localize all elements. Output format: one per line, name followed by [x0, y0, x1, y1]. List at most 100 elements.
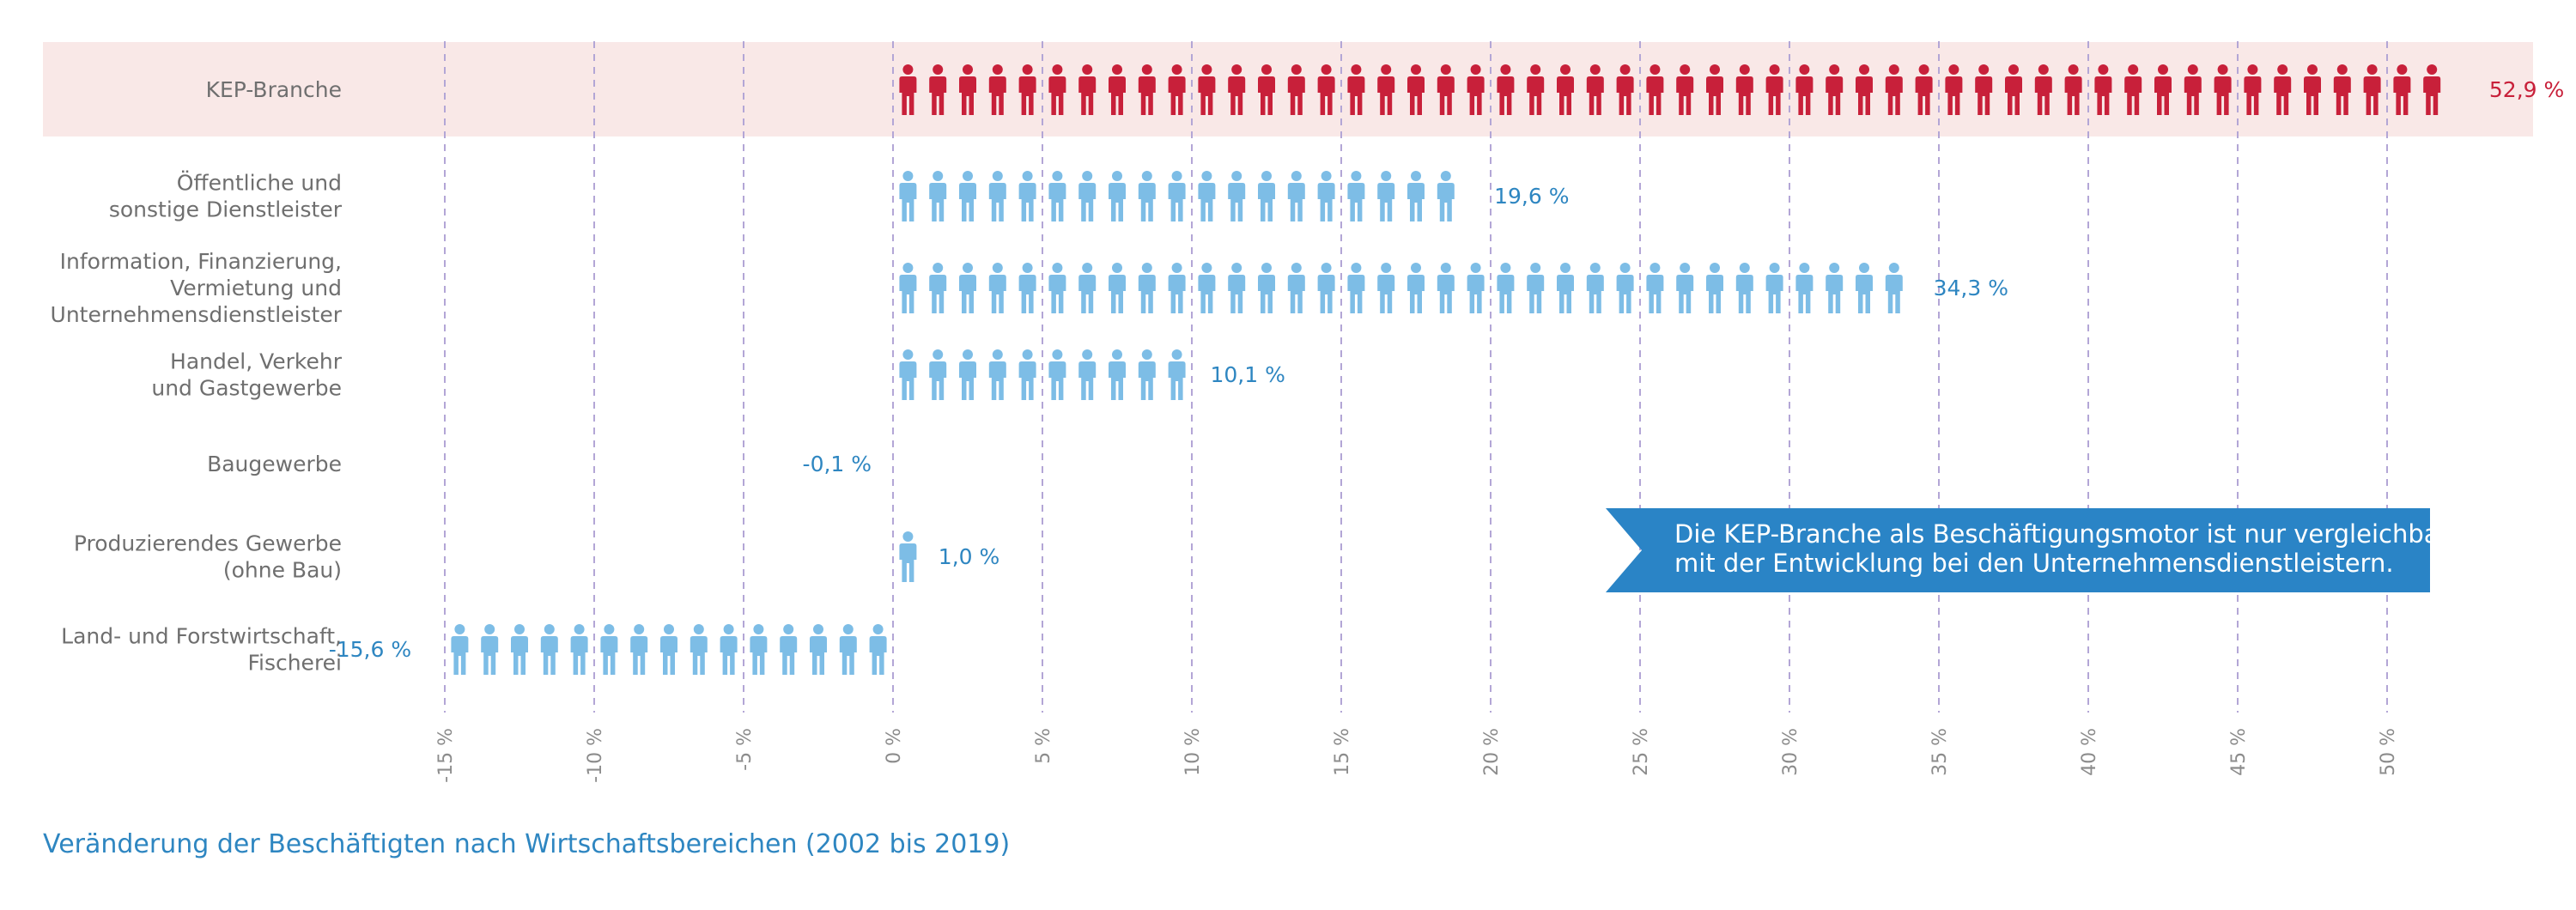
person-icon [1258, 171, 1275, 221]
person-icon [959, 171, 976, 221]
person-icon [1437, 171, 1455, 221]
person-icon [1347, 171, 1365, 221]
callout-text: mit der Entwicklung bei den Unternehmens… [1674, 549, 2394, 578]
person-icon [1856, 263, 1873, 313]
person-icon [1377, 171, 1395, 221]
person-icon [630, 624, 648, 675]
category-label: Land- und Forstwirtschaft, [61, 624, 342, 649]
x-tick-label: 25 % [1631, 728, 1652, 776]
person-icon [1706, 263, 1723, 313]
person-icon [1048, 263, 1066, 313]
person-icon [1586, 263, 1604, 313]
value-label: 52,9 % [2489, 77, 2564, 102]
person-icon [600, 624, 618, 675]
x-tick-label: 45 % [2228, 728, 2250, 776]
person-icon [1018, 263, 1036, 313]
person-icon [1168, 349, 1186, 400]
person-icon [899, 349, 917, 400]
x-tick-label: 5 % [1033, 728, 1054, 764]
x-tick-label: 20 % [1481, 728, 1503, 776]
person-icon [988, 263, 1006, 313]
person-icon [1018, 171, 1036, 221]
person-icon [1347, 263, 1365, 313]
person-icon [899, 263, 917, 313]
person-icon [1109, 171, 1126, 221]
person-icon [1735, 263, 1753, 313]
category-label: (ohne Bau) [223, 558, 342, 583]
callout-text: Die KEP-Branche als Beschäftigungsmotor … [1674, 519, 2450, 549]
person-icon [1109, 349, 1126, 400]
person-icon [720, 624, 738, 675]
person-icon [899, 171, 917, 221]
person-icon [428, 624, 439, 675]
category-label: Information, Finanzierung, [60, 249, 342, 274]
x-tick-label: 35 % [1929, 728, 1951, 776]
person-icon [1168, 263, 1186, 313]
person-icon [1228, 171, 1246, 221]
x-tick-label: 0 % [884, 728, 905, 764]
person-icon [1467, 171, 1478, 221]
person-icon [1795, 263, 1814, 313]
x-tick-label: 30 % [1780, 728, 1801, 776]
person-icon [1258, 263, 1275, 313]
person-icon [1317, 171, 1335, 221]
person-icon [660, 624, 677, 675]
x-tick-label: -10 % [585, 728, 606, 783]
bar-3 [899, 349, 1200, 400]
person-icon [750, 624, 768, 675]
person-icon [1437, 263, 1455, 313]
person-icon [690, 624, 708, 675]
person-icon [1138, 263, 1156, 313]
category-label: Vermietung und [170, 276, 342, 300]
person-icon [1078, 349, 1097, 400]
person-icon [929, 171, 947, 221]
person-icon [869, 624, 887, 675]
person-icon [481, 624, 499, 675]
person-icon [1078, 171, 1097, 221]
person-icon [1048, 171, 1066, 221]
person-icon [1407, 171, 1425, 221]
person-icon [929, 349, 947, 400]
person-icon [1198, 171, 1216, 221]
person-icon [1317, 263, 1335, 313]
chart-title: Veränderung der Beschäftigten nach Wirts… [43, 829, 1011, 859]
value-label: -15,6 % [329, 637, 411, 662]
person-icon [1018, 349, 1036, 400]
category-label: Unternehmensdienstleister [51, 302, 343, 327]
person-icon [1287, 171, 1305, 221]
x-tick-label: 15 % [1332, 728, 1353, 776]
person-icon [780, 624, 798, 675]
person-icon [839, 624, 857, 675]
person-icon [511, 624, 528, 675]
person-icon [1048, 349, 1066, 400]
value-label: 1,0 % [939, 544, 999, 569]
person-icon [1377, 263, 1395, 313]
value-label: 34,3 % [1934, 276, 2008, 300]
bar-6 [428, 624, 887, 675]
person-icon [1497, 263, 1515, 313]
person-icon [1826, 263, 1844, 313]
value-label: 19,6 % [1494, 184, 1569, 209]
person-icon [810, 624, 827, 675]
person-icon [988, 171, 1006, 221]
x-tick-label: 40 % [2079, 728, 2100, 776]
person-icon [1138, 171, 1156, 221]
person-icon [1885, 263, 1903, 313]
category-label: und Gastgewerbe [151, 376, 342, 401]
person-icon [451, 624, 469, 675]
person-icon [929, 263, 947, 313]
category-label: sonstige Dienstleister [109, 197, 343, 222]
person-icon [1287, 263, 1305, 313]
person-icon [1676, 263, 1694, 313]
person-icon [959, 263, 976, 313]
value-label: -0,1 % [803, 452, 872, 476]
person-icon [959, 349, 976, 400]
person-icon [899, 531, 917, 582]
bar-5 [899, 531, 917, 582]
person-icon [1915, 263, 1920, 313]
x-tick-label: -15 % [435, 728, 457, 783]
person-icon [1467, 263, 1485, 313]
callout-box [1606, 508, 2430, 592]
person-icon [1109, 263, 1126, 313]
